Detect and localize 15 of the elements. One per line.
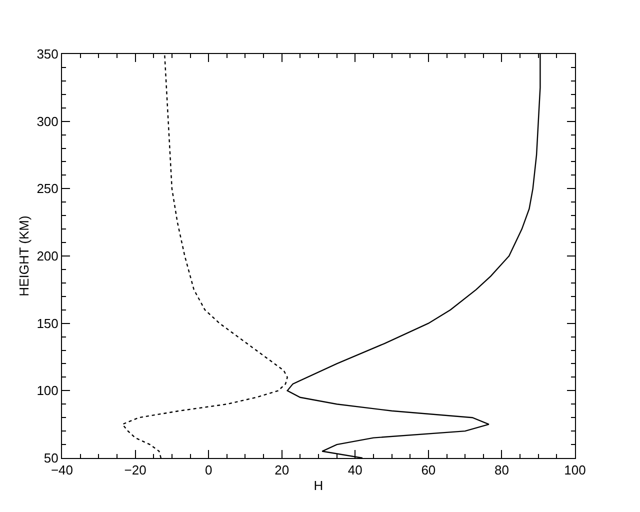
x-tick-label: 100 xyxy=(564,462,586,478)
x-tick-label: 40 xyxy=(348,462,362,478)
x-tick-label: 80 xyxy=(494,462,509,478)
x-tick-label: −20 xyxy=(124,462,146,478)
y-tick-label: 100 xyxy=(36,383,58,398)
y-tick-label: 250 xyxy=(36,181,58,196)
y-tick-label: 350 xyxy=(36,46,58,62)
x-tick-label: 0 xyxy=(204,462,212,478)
y-tick-label: 200 xyxy=(36,248,58,264)
y-axis-title: HEIGHT (KM) xyxy=(16,216,32,296)
x-tick-label: 20 xyxy=(274,462,290,478)
x-tick-label: 60 xyxy=(421,462,436,478)
y-tick-label: 300 xyxy=(36,114,58,129)
y-tick-label: 150 xyxy=(36,316,58,331)
x-axis-title: H xyxy=(314,478,324,494)
